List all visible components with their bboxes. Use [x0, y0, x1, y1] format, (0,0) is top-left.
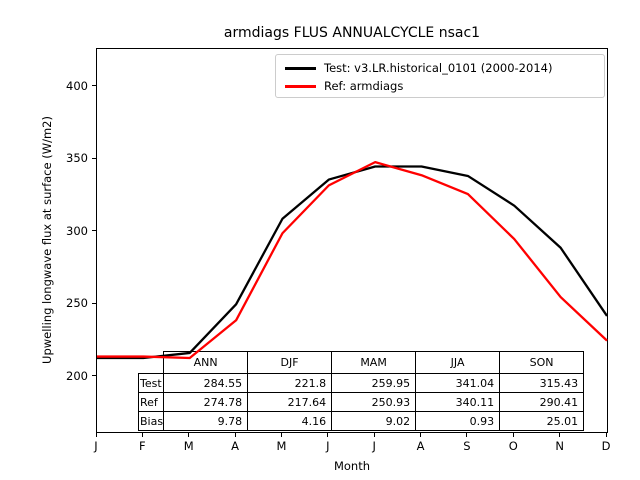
x-tick-label: A — [231, 439, 240, 453]
x-tick-label: F — [139, 439, 146, 453]
legend: Test: v3.LR.historical_0101 (2000-2014) R… — [275, 54, 605, 98]
x-tick-mark — [327, 433, 329, 437]
table-cell: 4.16 — [247, 411, 333, 431]
legend-line-sample — [285, 66, 316, 70]
x-tick-label: M — [183, 439, 194, 453]
legend-label: Test: v3.LR.historical_0101 (2000-2014) — [324, 61, 553, 75]
legend-line-sample — [285, 84, 316, 88]
table-cell: 250.93 — [331, 392, 417, 412]
table-row-label: Ref — [137, 392, 165, 412]
x-axis-label: Month — [333, 459, 371, 473]
x-tick-mark — [373, 433, 375, 437]
y-tick-label: 200 — [66, 368, 88, 383]
x-tick-label: D — [601, 439, 611, 453]
series-line-test — [97, 165, 608, 360]
y-tick-label: 250 — [66, 296, 88, 311]
table-header-cell: MAM — [331, 351, 417, 374]
table-header-cell: ANN — [163, 351, 249, 374]
x-tick-mark — [466, 433, 468, 437]
table-cell: 340.11 — [415, 392, 501, 412]
x-tick-label: J — [326, 439, 330, 453]
table-cell: 315.43 — [499, 373, 585, 393]
x-tick-label: S — [463, 439, 471, 453]
table-cell: 274.78 — [163, 392, 249, 412]
chart-title: armdiags FLUS ANNUALCYCLE nsac1 — [223, 25, 481, 41]
table-cell: 221.8 — [247, 373, 333, 393]
y-tick-mark — [92, 302, 96, 304]
x-tick-mark — [188, 433, 190, 437]
table-header-row: ANN DJF MAM JJA SON — [139, 351, 585, 374]
y-tick-mark — [92, 157, 96, 159]
table-corner-cell — [139, 352, 164, 374]
x-tick-mark — [420, 433, 422, 437]
stats-table: ANN DJF MAM JJA SON Test 284.55 221.8 259.95 341.… — [137, 351, 585, 431]
x-tick-mark — [95, 433, 97, 437]
table-cell: 25.01 — [499, 411, 585, 431]
table-row: Bias 9.78 4.16 9.02 0.93 25.01 — [137, 411, 585, 431]
legend-item: Ref: armdiags — [285, 77, 604, 95]
table-row: Ref 274.78 217.64 250.93 340.11 290.41 — [137, 392, 585, 412]
x-tick-mark — [559, 433, 561, 437]
y-tick-mark — [92, 375, 96, 377]
legend-label: Ref: armdiags — [324, 79, 404, 93]
table-header-cell: JJA — [415, 351, 501, 374]
x-tick-label: N — [555, 439, 564, 453]
table-cell: 259.95 — [331, 373, 417, 393]
x-tick-mark — [512, 433, 514, 437]
table-row-label: Bias — [137, 411, 165, 431]
x-tick-label: J — [372, 439, 376, 453]
table-header-cell: DJF — [247, 351, 333, 374]
table-cell: 217.64 — [247, 392, 333, 412]
table-cell: 9.78 — [163, 411, 249, 431]
y-tick-mark — [92, 230, 96, 232]
x-tick-label: M — [276, 439, 287, 453]
table-row: Test 284.55 221.8 259.95 341.04 315.43 — [137, 373, 585, 393]
x-tick-mark — [605, 433, 607, 437]
y-tick-mark — [92, 85, 96, 87]
x-tick-label: J — [94, 439, 98, 453]
table-row-label: Test — [137, 373, 165, 393]
y-tick-label: 300 — [66, 223, 88, 238]
table-cell: 9.02 — [331, 411, 417, 431]
x-tick-label: O — [508, 439, 518, 453]
table-cell: 284.55 — [163, 373, 249, 393]
table-cell: 341.04 — [415, 373, 501, 393]
y-tick-label: 400 — [66, 78, 88, 93]
table-header-cell: SON — [499, 351, 585, 374]
table-cell: 0.93 — [415, 411, 501, 431]
table-cell: 290.41 — [499, 392, 585, 412]
x-tick-mark — [141, 433, 143, 437]
series-line-ref — [97, 161, 608, 360]
y-tick-label: 350 — [66, 151, 88, 166]
x-tick-mark — [234, 433, 236, 437]
x-tick-mark — [280, 433, 282, 437]
x-tick-label: A — [416, 439, 425, 453]
legend-item: Test: v3.LR.historical_0101 (2000-2014) — [285, 59, 604, 77]
